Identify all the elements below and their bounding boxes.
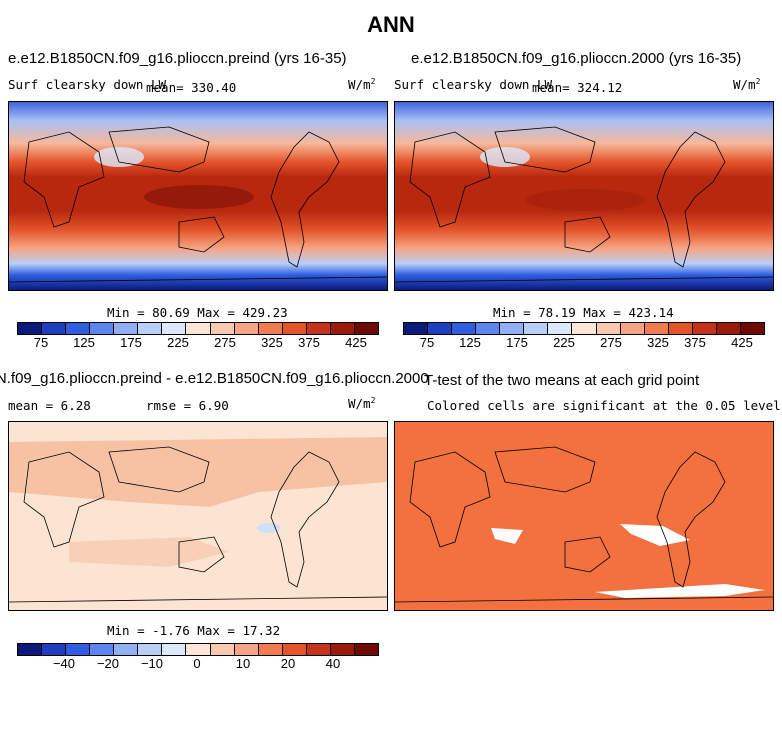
cbar1-tick: 175 [120, 335, 142, 350]
colorbar-swatch [572, 323, 597, 334]
colorbar-swatch [258, 323, 283, 334]
cbar2-tick: 75 [419, 335, 435, 350]
cbar2-tick: 175 [506, 335, 528, 350]
colorbar-swatch [354, 323, 378, 334]
colorbar-swatch [330, 644, 355, 655]
panel3-rmse: rmse = 6.90 [146, 398, 229, 413]
colorbar-swatch [668, 323, 693, 334]
panel2-title: e.e12.B1850CN.f09_g16.plioccn.2000 (yrs … [411, 50, 742, 67]
cbar3-tick: 20 [280, 656, 296, 671]
colorbar-swatch [258, 644, 283, 655]
colorbar-swatch [354, 644, 378, 655]
colorbar-swatch [452, 323, 477, 334]
cbar3-tick: 40 [325, 656, 341, 671]
colorbar-swatch [138, 323, 163, 334]
colorbar-swatch [548, 323, 573, 334]
colorbar-swatch [162, 323, 187, 334]
cbar2-tick: 375 [684, 335, 706, 350]
panel1-variable: Surf clearsky down LW [8, 77, 167, 92]
cbar2-tick: 125 [459, 335, 481, 350]
colorbar-swatch [90, 323, 115, 334]
panel2-map [394, 101, 774, 291]
panel1-title: e.e12.B1850CN.f09_g16.plioccn.preind (yr… [8, 50, 347, 67]
cbar2-tick: 225 [553, 335, 575, 350]
panel4-title: T-test of the two means at each grid poi… [424, 372, 700, 389]
colorbar-swatch [66, 323, 91, 334]
colorbar-swatch [186, 644, 211, 655]
panel1-mean: mean= 330.40 [146, 80, 237, 95]
colorbar-swatch [716, 323, 741, 334]
panel3-map [8, 421, 388, 611]
colorbar-swatch [210, 323, 235, 334]
colorbar-swatch [234, 644, 259, 655]
colorbar-swatch [282, 323, 307, 334]
cbar2-tick: 275 [600, 335, 622, 350]
panel3-minmax: Min = -1.76 Max = 17.32 [107, 623, 281, 638]
colorbar-swatch [306, 323, 331, 334]
colorbar-swatch [18, 323, 43, 334]
colorbar-swatch [596, 323, 621, 334]
colorbar-swatch [404, 323, 429, 334]
cbar1-tick: 125 [73, 335, 95, 350]
colorbar-swatch [186, 323, 211, 334]
colorbar-swatch [692, 323, 717, 334]
panel2-mean: mean= 324.12 [532, 80, 623, 95]
colorbar-swatch [620, 323, 645, 334]
panel4-map [394, 421, 774, 611]
colorbar-swatch [740, 323, 764, 334]
colorbar-diff [17, 643, 379, 656]
panel3-units: W/m2 [348, 396, 376, 412]
panel2-units: W/m2 [733, 77, 761, 93]
colorbar-abs-left [17, 322, 379, 335]
colorbar-swatch [330, 323, 355, 334]
colorbar-swatch [234, 323, 259, 334]
panel1-minmax: Min = 80.69 Max = 429.23 [107, 305, 288, 320]
panel2-minmax: Min = 78.19 Max = 423.14 [493, 305, 674, 320]
colorbar-swatch [644, 323, 669, 334]
cbar3-tick: 10 [235, 656, 251, 671]
colorbar-abs-right [403, 322, 765, 335]
cbar3-tick: −40 [52, 656, 76, 671]
cbar2-tick: 325 [647, 335, 669, 350]
panel3-title: e.e12.B1850CN.f09_g16.plioccn.preind - e… [0, 370, 429, 387]
cbar1-tick: 425 [345, 335, 367, 350]
colorbar-swatch [282, 644, 307, 655]
colorbar-swatch [114, 644, 139, 655]
cbar1-tick: 75 [33, 335, 49, 350]
figure-title: ANN [367, 12, 415, 37]
colorbar-swatch [162, 644, 187, 655]
panel3-title-clip: e.e12.B1850CN.f09_g16.plioccn.preind - e… [0, 370, 470, 390]
colorbar-swatch [114, 323, 139, 334]
colorbar-swatch [18, 644, 43, 655]
cbar3-tick: −10 [140, 656, 164, 671]
cbar2-tick: 425 [731, 335, 753, 350]
cbar1-tick: 325 [261, 335, 283, 350]
cbar3-tick: 0 [193, 656, 201, 671]
colorbar-swatch [90, 644, 115, 655]
panel3-mean: mean = 6.28 [8, 398, 91, 413]
colorbar-swatch [500, 323, 525, 334]
cbar1-tick: 375 [298, 335, 320, 350]
colorbar-swatch [306, 644, 331, 655]
cbar1-tick: 275 [214, 335, 236, 350]
colorbar-swatch [66, 644, 91, 655]
colorbar-swatch [476, 323, 501, 334]
colorbar-swatch [42, 644, 67, 655]
colorbar-swatch [42, 323, 67, 334]
cbar1-tick: 225 [167, 335, 189, 350]
colorbar-swatch [138, 644, 163, 655]
panel1-units: W/m2 [348, 77, 376, 93]
cbar3-tick: −20 [96, 656, 120, 671]
panel2-variable: Surf clearsky down LW [394, 77, 553, 92]
panel4-subtitle: Colored cells are significant at the 0.0… [427, 398, 781, 413]
panel1-map [8, 101, 388, 291]
colorbar-swatch [428, 323, 453, 334]
colorbar-swatch [210, 644, 235, 655]
colorbar-swatch [524, 323, 549, 334]
